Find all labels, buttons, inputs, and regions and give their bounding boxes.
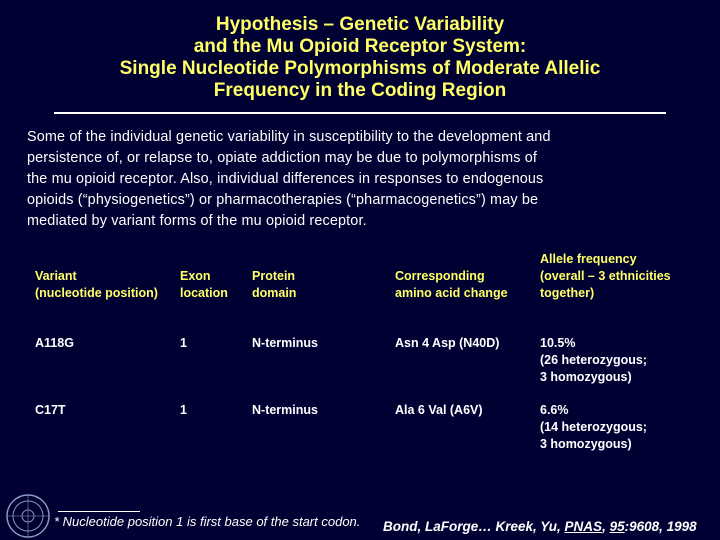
slide-title: Hypothesis – Genetic Variability and the… — [40, 14, 680, 102]
citation-journal: PNAS — [564, 519, 603, 534]
table-row-1-change: Asn 4 Asp (N40D) — [395, 336, 500, 350]
header-variant: Variant (nucleotide position) — [35, 269, 158, 300]
table-row-1-variant: A118G — [35, 336, 74, 350]
header-protein-domain: Protein domain — [252, 269, 297, 300]
table-row-1-exon: 1 — [180, 336, 187, 350]
footnote: * Nucleotide position 1 is first base of… — [54, 514, 361, 529]
table-row-2-variant: C17T — [35, 403, 66, 417]
intro-line-4: opioids (“physiogenetics”) or pharmacoth… — [27, 192, 539, 208]
citation-sep: , — [602, 519, 610, 534]
citation-authors: Bond, LaForge… Kreek, Yu, — [383, 519, 565, 534]
intro-paragraph: Some of the individual genetic variabili… — [27, 127, 697, 232]
institution-seal-logo — [6, 494, 50, 538]
table-row-1-frequency: 10.5% (26 heterozygous; 3 homozygous) — [540, 336, 647, 384]
intro-line-3: the mu opioid receptor. Also, individual… — [27, 171, 544, 187]
footnote-divider — [58, 511, 140, 512]
intro-line-2: persistence of, or relapse to, opiate ad… — [27, 150, 538, 166]
intro-line-5: mediated by variant forms of the mu opio… — [27, 213, 367, 229]
table-row-2-domain: N-terminus — [252, 403, 318, 417]
table-row-2-change: Ala 6 Val (A6V) — [395, 403, 483, 417]
header-exon: Exon location — [180, 269, 228, 300]
citation: Bond, LaForge… Kreek, Yu, PNAS, 95:9608,… — [383, 519, 697, 534]
table-row-2-frequency: 6.6% (14 heterozygous; 3 homozygous) — [540, 403, 647, 451]
title-line-4: Frequency in the Coding Region — [213, 80, 507, 101]
title-line-2: and the Mu Opioid Receptor System: — [193, 36, 527, 57]
table-row-1-domain: N-terminus — [252, 336, 318, 350]
citation-pages-year: :9608, 1998 — [624, 519, 697, 534]
header-amino-acid-change: Corresponding amino acid change — [395, 269, 508, 300]
title-line-3: Single Nucleotide Polymorphisms of Moder… — [119, 58, 601, 79]
citation-volume: 95 — [609, 519, 625, 534]
table-row-2-exon: 1 — [180, 403, 187, 417]
title-line-1: Hypothesis – Genetic Variability — [215, 14, 505, 35]
title-underline — [54, 112, 666, 114]
intro-line-1: Some of the individual genetic variabili… — [27, 129, 551, 145]
header-allele-frequency: Allele frequency (overall – 3 ethnicitie… — [540, 252, 671, 300]
